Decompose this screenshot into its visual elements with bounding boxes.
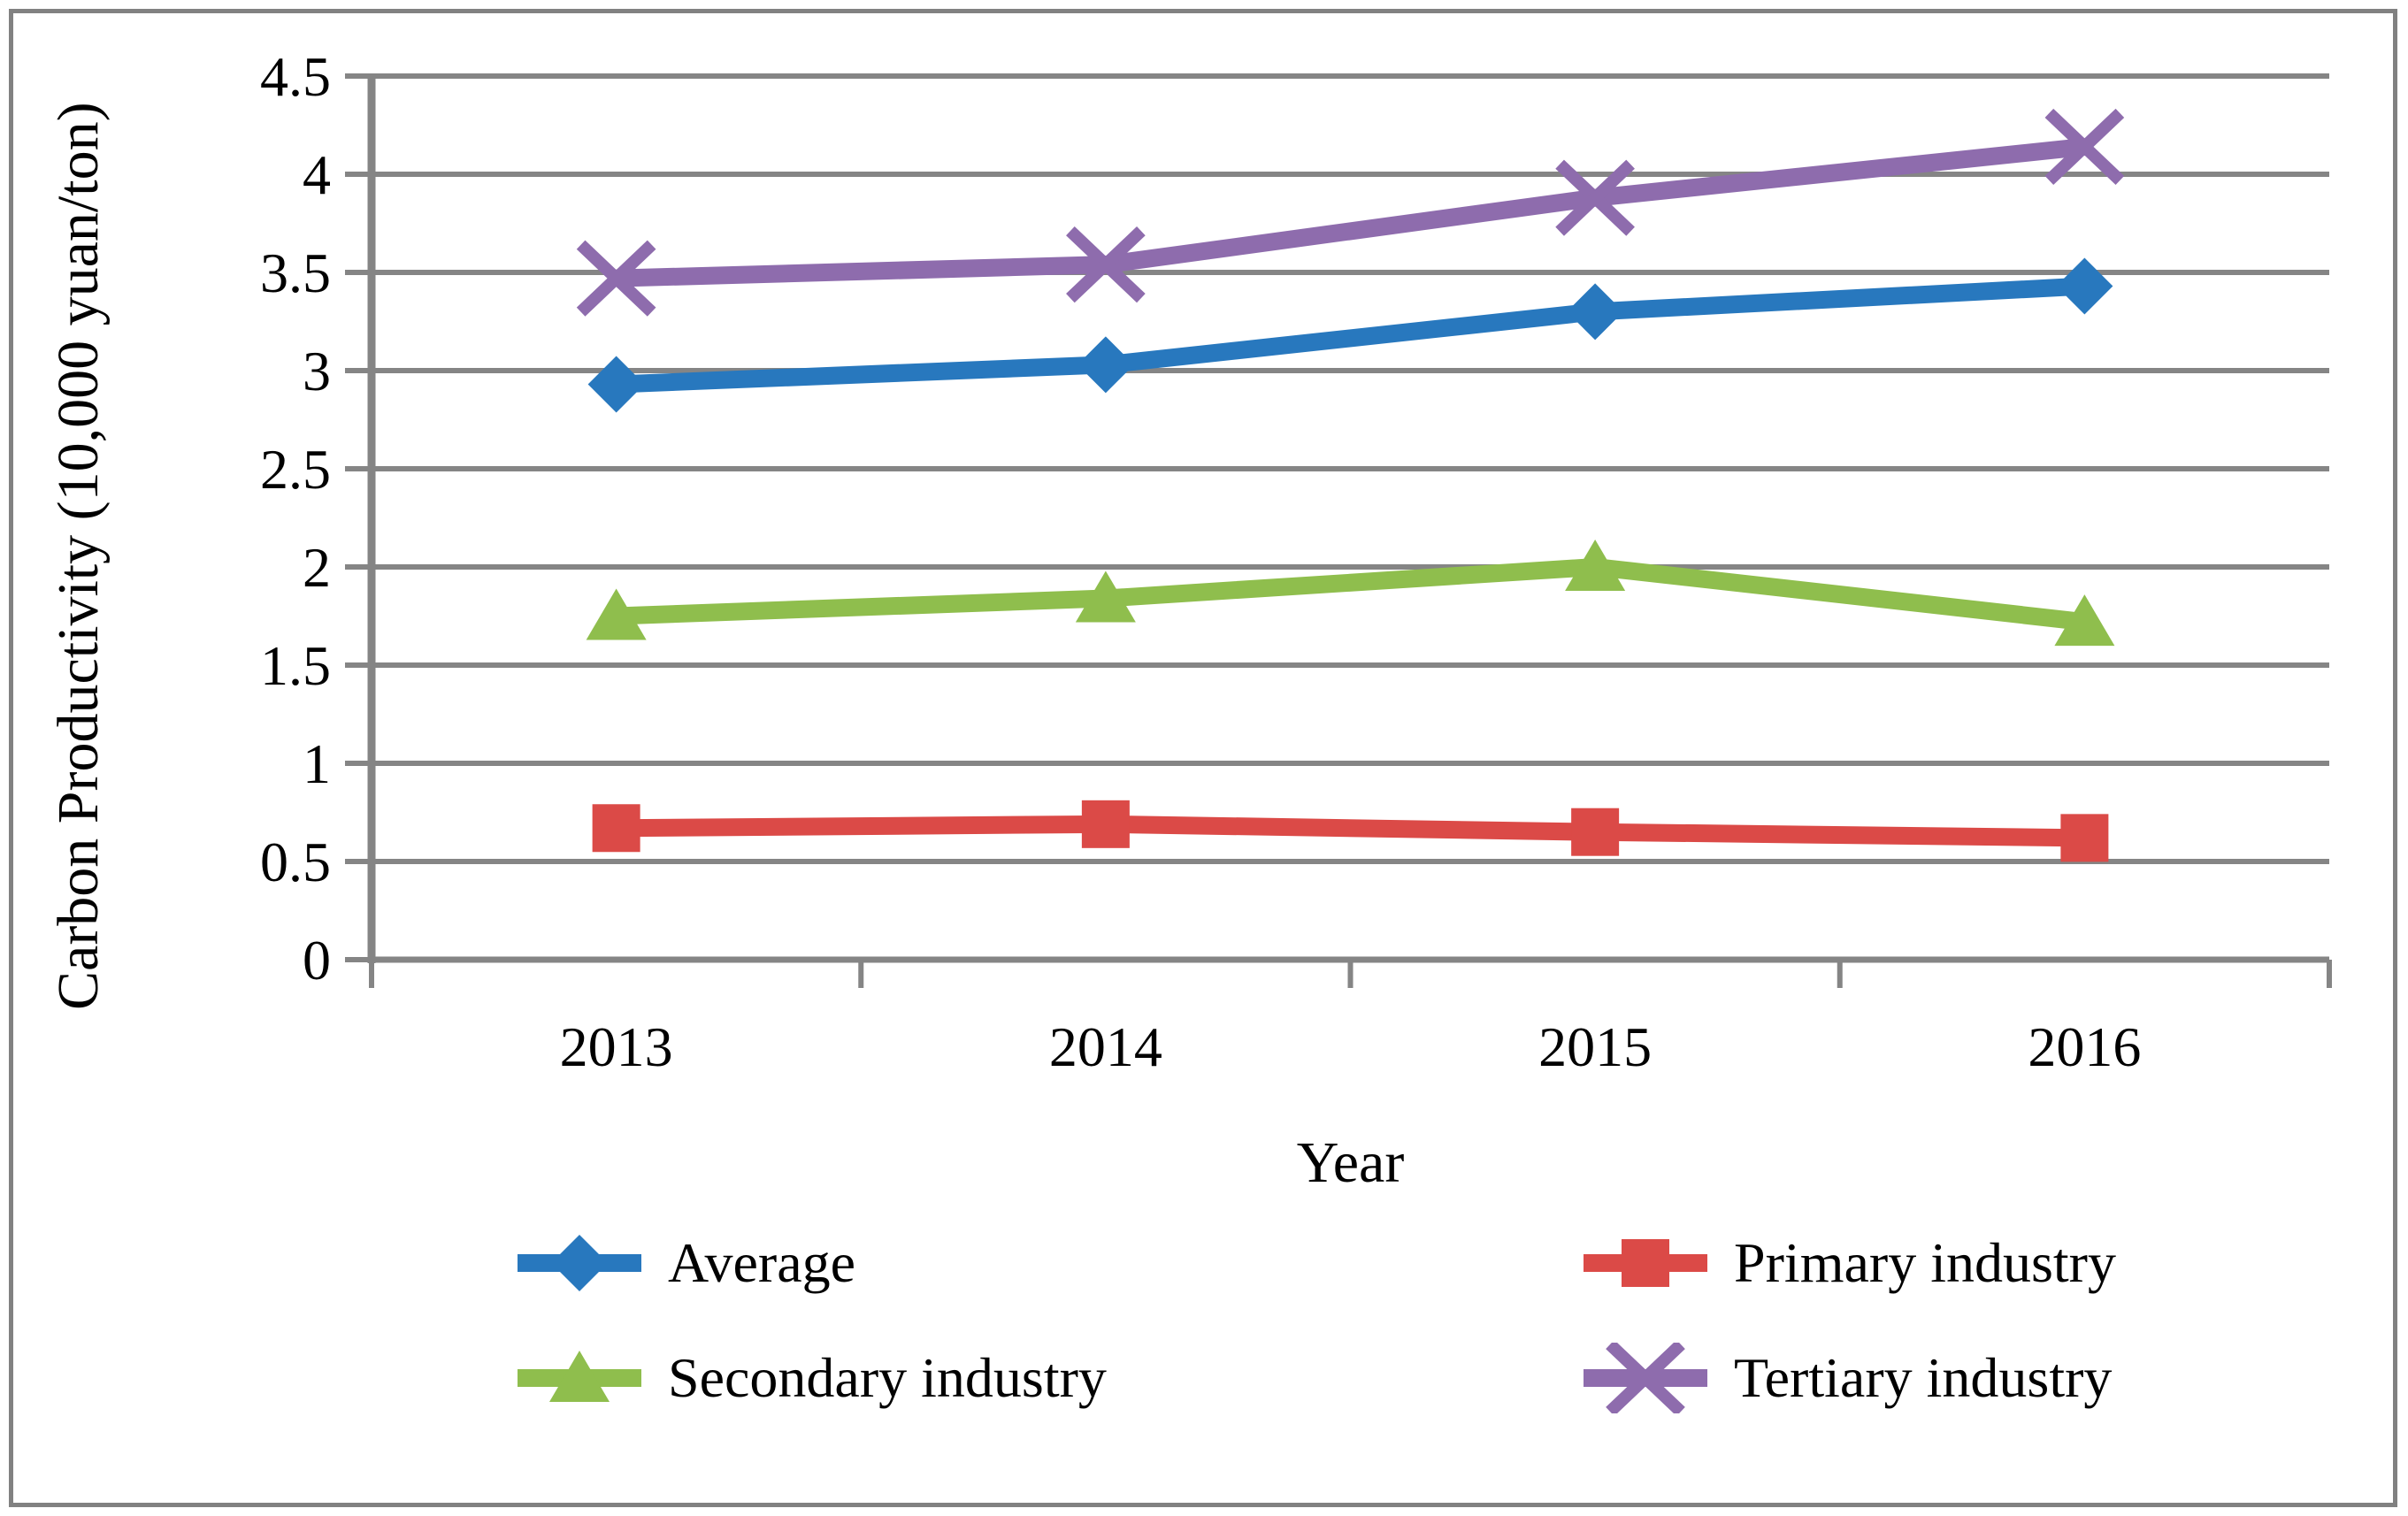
marker-x: [1606, 1343, 1685, 1413]
legend-marker-square-icon: [1584, 1239, 1707, 1287]
y-tick-label: 2.5: [260, 438, 331, 501]
marker-diamond: [1567, 283, 1624, 341]
marker-square: [1622, 1239, 1669, 1287]
y-tick-label: 0.5: [260, 831, 331, 893]
series-line-average: [616, 277, 2085, 394]
legend-label: Tertiary industry: [1734, 1346, 2113, 1409]
marker-diamond: [587, 356, 645, 413]
legend-marker-x-icon: [1584, 1343, 1707, 1413]
legend-label: Secondary industry: [668, 1346, 1107, 1409]
marker-x: [2044, 108, 2125, 185]
y-tick-label: 4: [303, 143, 331, 206]
x-tick-label: 2015: [1538, 1015, 1652, 1078]
marker-x: [576, 240, 656, 317]
legend-label: Primary industry: [1734, 1231, 2116, 1294]
y-tick-label: 1.5: [260, 634, 331, 697]
series-line-tertiary-industry: [616, 137, 2086, 287]
series-line-secondary-industry: [616, 558, 2086, 632]
marker-triangle: [1075, 570, 1136, 623]
marker-triangle: [1565, 540, 1626, 591]
legend-entry-tertiary-industry: Tertiary industry: [1582, 1343, 2112, 1413]
marker-diamond: [551, 1235, 608, 1291]
marker-triangle: [586, 588, 647, 640]
legend-label: Average: [668, 1231, 855, 1294]
marker-x: [1066, 226, 1146, 303]
legend-marker-triangle-icon: [518, 1351, 641, 1402]
marker-square: [1571, 808, 1620, 856]
marker-diamond: [1077, 336, 1134, 394]
y-tick-label: 4.5: [260, 45, 331, 108]
y-tick-label: 0: [303, 929, 331, 992]
marker-triangle: [2054, 594, 2115, 647]
y-axis-title: Carbon Productivity (10,000 yuan/ton): [46, 102, 111, 1010]
y-tick-label: 3: [303, 340, 331, 402]
marker-diamond: [2056, 257, 2113, 315]
y-tick-label: 1: [303, 732, 331, 795]
x-tick-label: 2016: [2028, 1015, 2141, 1078]
marker-square: [1081, 800, 1130, 848]
x-tick-label: 2013: [560, 1015, 673, 1078]
marker-triangle: [549, 1351, 610, 1402]
legend-marker-diamond-icon: [518, 1235, 641, 1291]
legend-entry-average: Average: [516, 1228, 855, 1298]
marker-square: [2060, 814, 2109, 862]
y-tick-label: 3.5: [260, 241, 331, 304]
y-tick-label: 2: [303, 536, 331, 599]
legend-entry-secondary-industry: Secondary industry: [516, 1343, 1107, 1413]
x-axis-title: Year: [1296, 1130, 1405, 1195]
legend-entry-primary-industry: Primary industry: [1582, 1228, 2116, 1298]
marker-square: [592, 804, 640, 853]
series-line-primary-industry: [616, 815, 2085, 847]
x-tick-label: 2014: [1049, 1015, 1162, 1078]
marker-x: [1555, 159, 1635, 236]
